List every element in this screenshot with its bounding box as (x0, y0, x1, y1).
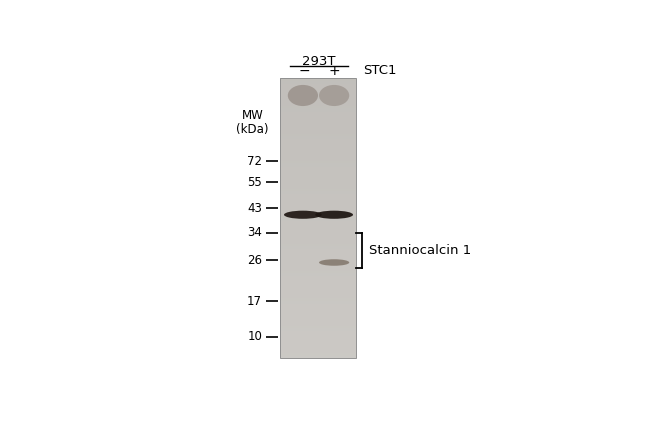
Text: Stanniocalcin 1: Stanniocalcin 1 (369, 244, 472, 257)
Ellipse shape (319, 85, 349, 106)
Text: −: − (298, 64, 309, 78)
Text: (kDa): (kDa) (237, 123, 269, 136)
Bar (280, 78, 356, 358)
Text: 10: 10 (247, 330, 262, 343)
Ellipse shape (288, 85, 318, 106)
Text: 293T: 293T (302, 54, 336, 68)
Text: +: + (328, 64, 340, 78)
Text: 34: 34 (247, 226, 262, 239)
Text: 17: 17 (247, 295, 262, 308)
Text: 55: 55 (248, 176, 262, 189)
Text: 72: 72 (247, 154, 262, 168)
Ellipse shape (319, 259, 349, 266)
Text: STC1: STC1 (363, 64, 397, 77)
Text: MW: MW (242, 109, 263, 122)
Text: 26: 26 (247, 254, 262, 267)
Ellipse shape (315, 211, 353, 219)
Ellipse shape (284, 211, 322, 219)
Text: 43: 43 (247, 202, 262, 215)
